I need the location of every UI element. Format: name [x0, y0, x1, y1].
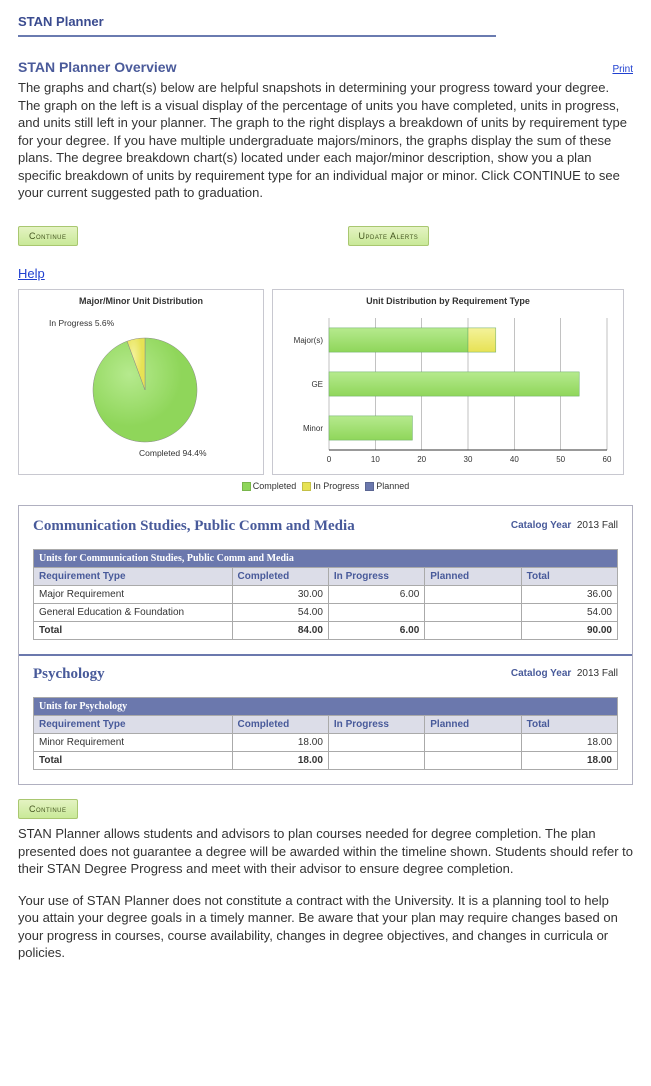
col-header: Planned	[425, 715, 521, 733]
pie-chart: In Progress 5.6% Completed 94.4%	[25, 312, 257, 462]
legend-item: Planned	[365, 481, 409, 491]
plan-title: Communication Studies, Public Comm and M…	[33, 518, 355, 535]
pie-label-completed: Completed 94.4%	[139, 448, 207, 458]
action-button-row: Continue Update Alerts	[18, 226, 633, 246]
plan-divider	[19, 654, 632, 656]
svg-text:50: 50	[556, 455, 565, 464]
table-row: Major Requirement 30.00 6.00 36.00	[34, 585, 618, 603]
svg-text:10: 10	[371, 455, 380, 464]
catalog-year: Catalog Year 2013 Fall	[511, 666, 618, 683]
legend-item: Completed	[242, 481, 297, 491]
col-header: In Progress	[328, 715, 424, 733]
col-header: Completed	[232, 567, 328, 585]
pie-chart-panel: Major/Minor Unit Distribution In Progres…	[18, 289, 264, 475]
disclaimer-1: STAN Planner allows students and advisor…	[18, 825, 633, 878]
svg-text:20: 20	[417, 455, 426, 464]
bar-chart-panel: Unit Distribution by Requirement Type 0 1…	[272, 289, 624, 475]
col-header: Requirement Type	[34, 715, 233, 733]
overview-body: The graphs and chart(s) below are helpfu…	[18, 79, 633, 202]
print-link[interactable]: Print	[612, 64, 633, 75]
overview-heading: STAN Planner Overview	[18, 59, 176, 75]
svg-text:GE: GE	[311, 380, 323, 389]
col-header: Total	[521, 715, 617, 733]
page-header: STAN Planner	[18, 10, 496, 37]
units-table: Units for Communication Studies, Public …	[33, 549, 618, 640]
continue-button[interactable]: Continue	[18, 226, 78, 246]
pie-chart-title: Major/Minor Unit Distribution	[25, 296, 257, 306]
svg-text:Minor: Minor	[303, 424, 323, 433]
update-alerts-button[interactable]: Update Alerts	[348, 226, 430, 246]
col-header: Requirement Type	[34, 567, 233, 585]
table-row: Minor Requirement 18.00 18.00	[34, 733, 618, 751]
chart-legend: Completed In Progress Planned	[18, 481, 633, 491]
svg-text:0: 0	[327, 455, 332, 464]
svg-text:Major(s): Major(s)	[294, 336, 324, 345]
col-header: In Progress	[328, 567, 424, 585]
legend-item: In Progress	[302, 481, 359, 491]
col-header: Total	[521, 567, 617, 585]
svg-text:30: 30	[464, 455, 473, 464]
svg-text:40: 40	[510, 455, 519, 464]
help-link[interactable]: Help	[18, 266, 45, 281]
units-table: Units for Psychology Requirement Type Co…	[33, 697, 618, 770]
units-table-title: Units for Psychology	[34, 697, 618, 715]
table-row: General Education & Foundation 54.00 54.…	[34, 603, 618, 621]
table-total-row: Total 84.00 6.00 90.00	[34, 621, 618, 639]
bar-chart: 0 10 20 30 40 50 60 Major(s) GE Minor	[279, 312, 617, 473]
col-header: Planned	[425, 567, 521, 585]
plans-panel: Communication Studies, Public Comm and M…	[18, 505, 633, 785]
col-header: Completed	[232, 715, 328, 733]
continue-button-footer[interactable]: Continue	[18, 799, 78, 819]
bar-chart-title: Unit Distribution by Requirement Type	[279, 296, 617, 306]
catalog-year: Catalog Year 2013 Fall	[511, 518, 618, 535]
plan-title: Psychology	[33, 666, 105, 683]
disclaimer-2: Your use of STAN Planner does not consti…	[18, 892, 633, 962]
svg-text:60: 60	[603, 455, 612, 464]
table-total-row: Total 18.00 18.00	[34, 751, 618, 769]
charts-row: Major/Minor Unit Distribution In Progres…	[18, 289, 633, 475]
units-table-title: Units for Communication Studies, Public …	[34, 549, 618, 567]
pie-label-inprogress: In Progress 5.6%	[49, 318, 114, 328]
